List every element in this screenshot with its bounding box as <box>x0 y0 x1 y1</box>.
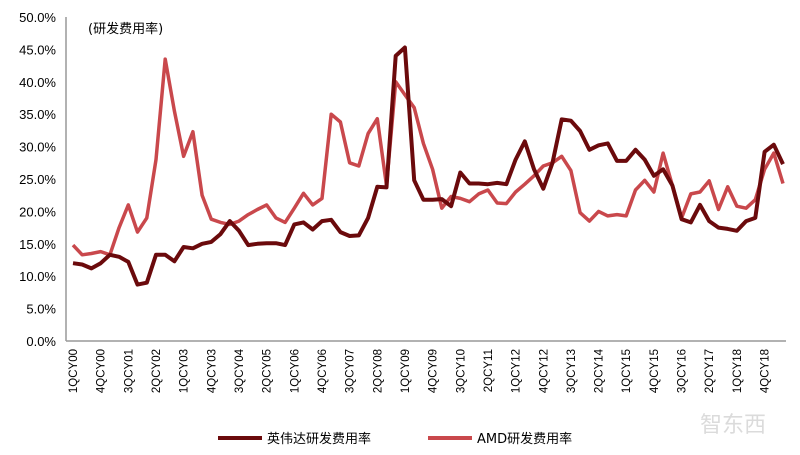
x-tick-label: 2QCY05 <box>262 349 274 393</box>
legend-label-amd: AMD研发费用率 <box>477 431 572 447</box>
x-tick-label: 1QCY03 <box>179 349 191 393</box>
x-tick-label: 3QCY01 <box>123 349 135 393</box>
x-tick-label: 4QCY06 <box>317 349 329 393</box>
x-tick-label: 3QCY10 <box>455 349 467 393</box>
series-line-nvidia <box>72 45 785 287</box>
x-tick-label: 1QCY12 <box>511 349 523 393</box>
x-tick-label: 2QCY17 <box>704 349 716 393</box>
x-tick-label: 1QCY06 <box>289 349 301 393</box>
x-tick-label: 4QCY15 <box>649 349 661 393</box>
y-tick-label: 40.0% <box>19 75 56 90</box>
y-tick-label: 30.0% <box>19 140 56 155</box>
y-tick-label: 5.0% <box>26 302 56 317</box>
x-tick-label: 3QCY13 <box>566 349 578 393</box>
x-tick-label: 4QCY12 <box>538 349 550 393</box>
x-tick-label: 2QCY02 <box>151 349 163 393</box>
x-tick-label: 2QCY11 <box>483 349 495 392</box>
y-tick-label: 25.0% <box>19 172 56 187</box>
y-tick-label: 15.0% <box>19 237 56 252</box>
x-tick-label: 1QCY15 <box>621 349 633 393</box>
x-tick-label: 3QCY04 <box>234 348 246 393</box>
x-tick-label: 4QCY09 <box>428 349 440 393</box>
y-tick-label: 35.0% <box>19 107 56 122</box>
watermark: 智东西 <box>700 413 766 438</box>
x-tick-labels: 1QCY00 4QCY00 3QCY01 2QCY02 1QCY03 4QCY03 3QCY… <box>68 348 772 393</box>
y-tick-label: 50.0% <box>19 10 56 25</box>
x-tick-label: 2QCY08 <box>372 349 384 393</box>
legend-label-nvidia: 英伟达研发费用率 <box>267 431 371 447</box>
x-tick-label: 4QCY18 <box>760 349 772 393</box>
x-tick-label: 1QCY00 <box>68 349 80 393</box>
x-tick-label: 4QCY03 <box>206 349 218 393</box>
legend: 英伟达研发费用率 AMD研发费用率 <box>218 431 572 447</box>
x-tick-label: 3QCY07 <box>345 349 357 393</box>
x-tick-label: 1QCY09 <box>400 349 412 393</box>
y-tick-label: 0.0% <box>26 334 56 349</box>
x-tick-label: 3QCY16 <box>677 349 689 393</box>
x-tick-label: 1QCY18 <box>732 349 744 393</box>
series-lines <box>71 45 785 287</box>
x-tick-label: 2QCY14 <box>594 348 606 393</box>
y-tick-labels: 0.0% 5.0% 10.0% 15.0% 20.0% 25.0% 30.0% 35.0% 40… <box>19 10 56 349</box>
y-tick-label: 20.0% <box>19 204 56 219</box>
y-tick-label: 10.0% <box>19 269 56 284</box>
series-line-amd <box>71 57 785 257</box>
chart-title: (研发费用率) <box>88 21 163 37</box>
x-tick-label: 4QCY00 <box>96 349 108 393</box>
y-tick-label: 45.0% <box>19 42 56 57</box>
